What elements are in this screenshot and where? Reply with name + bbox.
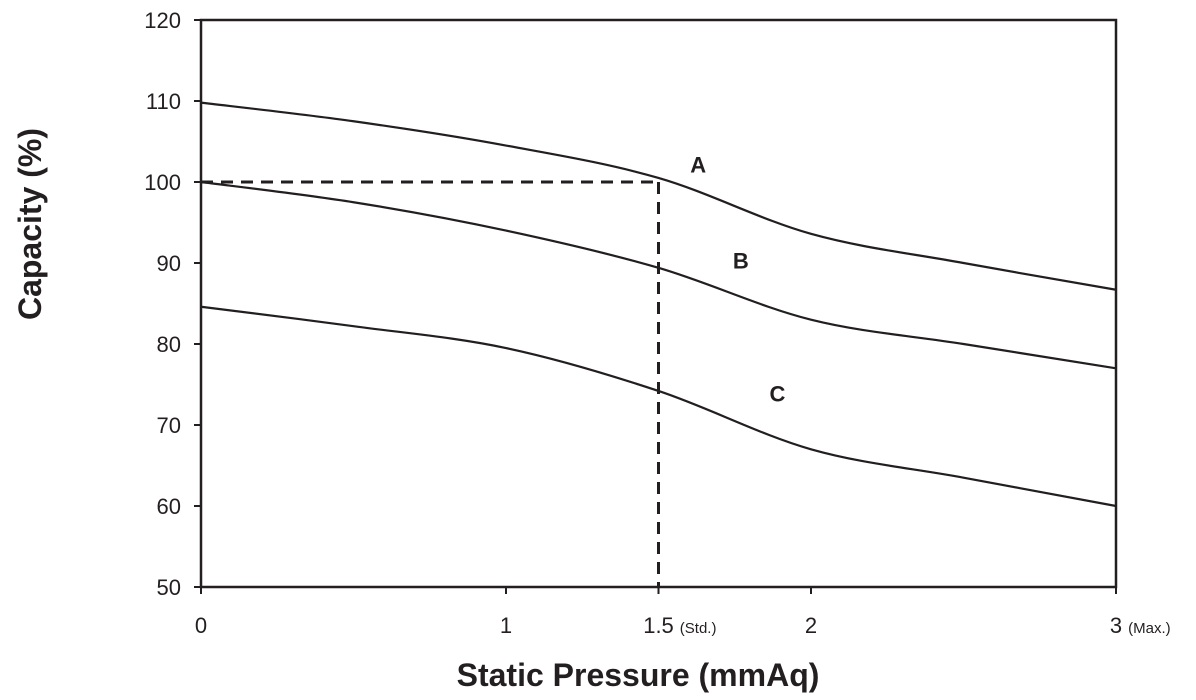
y-axis-ticks: 50 60 70 80 90 100 110 120 xyxy=(144,8,201,600)
x-tick-label: 0 xyxy=(195,613,207,638)
y-tick-label: 60 xyxy=(157,494,181,519)
series-label-b: B xyxy=(733,249,749,274)
x-tick-label: 1 xyxy=(500,613,512,638)
y-tick-label: 110 xyxy=(146,89,181,114)
series-line-b xyxy=(200,180,1117,370)
x-tick-label: 1.5 xyxy=(643,613,674,638)
series-line-a xyxy=(200,101,1117,291)
x-tick-note: (Max.) xyxy=(1128,620,1171,637)
series-label-c: C xyxy=(770,382,786,407)
y-tick-label: 70 xyxy=(157,413,181,438)
x-axis-title: Static Pressure (mmAq) xyxy=(457,657,820,693)
y-tick-label: 90 xyxy=(157,251,181,276)
y-tick-label: 80 xyxy=(157,332,181,357)
y-axis-title: Capacity (%) xyxy=(12,128,48,320)
x-tick-label: 2 xyxy=(805,613,817,638)
y-tick-label: 50 xyxy=(157,575,181,600)
x-axis-ticks: 0 1 1.5 (Std.) 2 3 (Max.) xyxy=(195,587,1171,638)
x-tick-note: (Std.) xyxy=(680,620,717,637)
x-tick-label: 3 xyxy=(1110,613,1122,638)
series-label-a: A xyxy=(690,152,706,177)
series-line-c xyxy=(200,305,1117,508)
y-tick-label: 100 xyxy=(144,170,181,195)
series-layer: A B C xyxy=(200,101,1117,508)
y-tick-label: 120 xyxy=(144,8,181,33)
reference-lines xyxy=(201,180,660,587)
